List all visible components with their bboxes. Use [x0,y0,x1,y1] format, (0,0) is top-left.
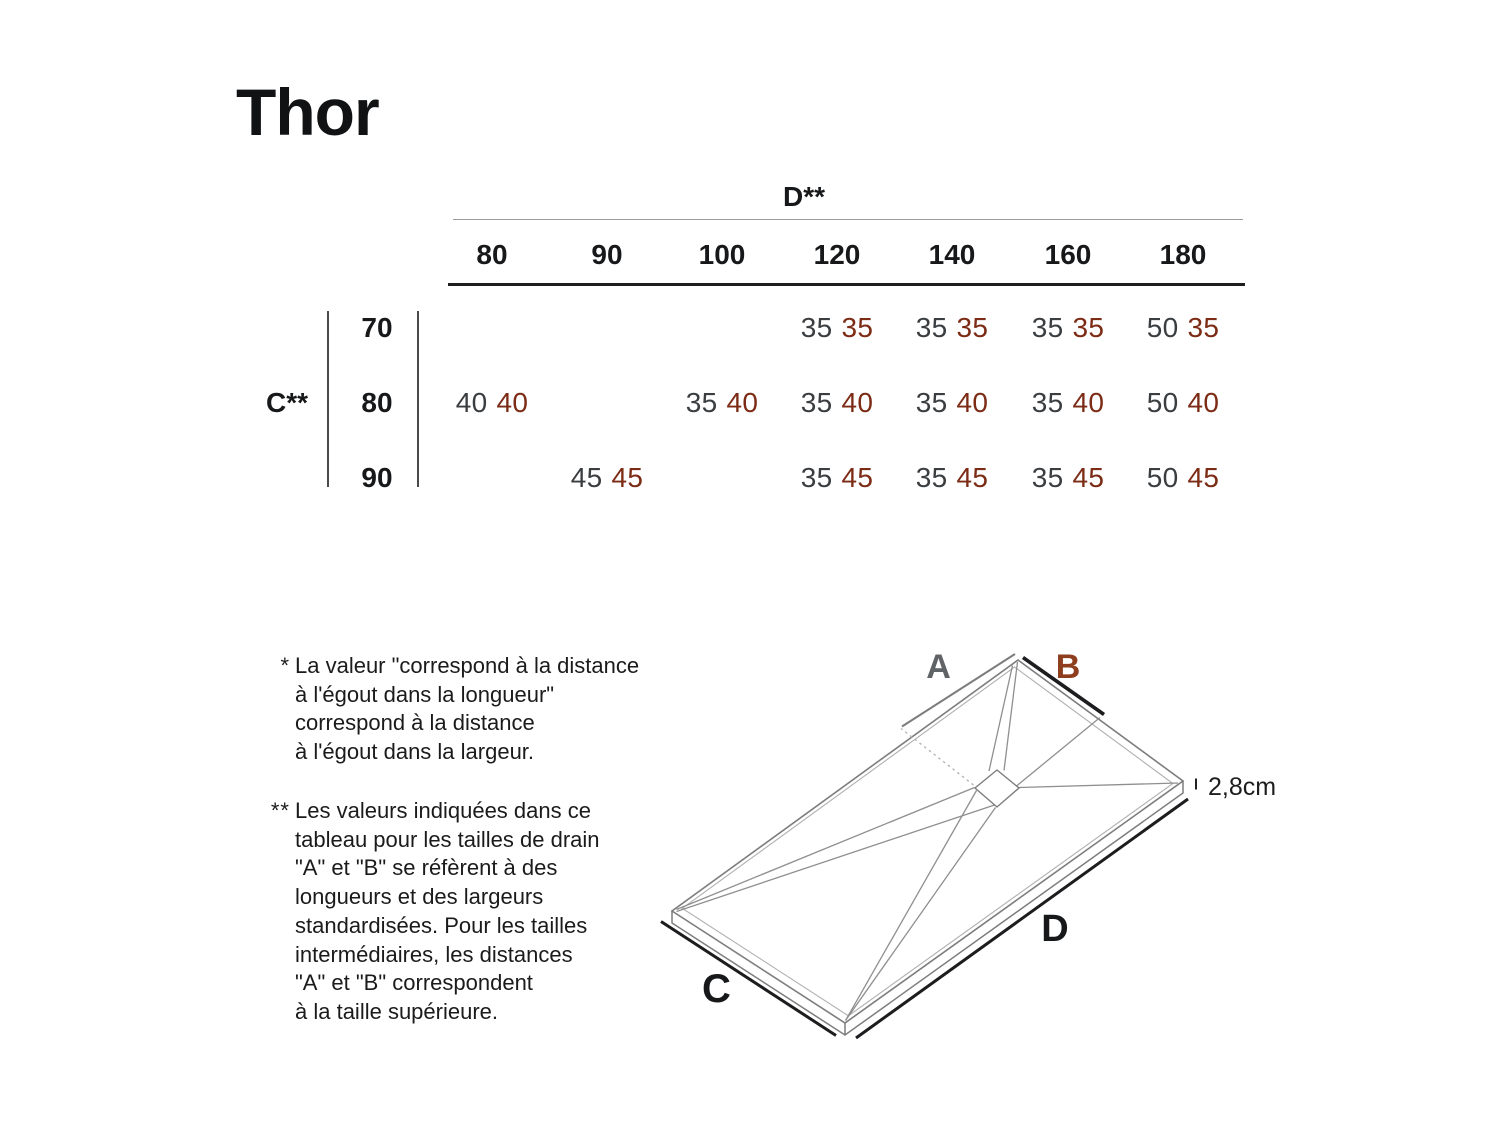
value-primary: 50 [1146,462,1179,493]
tray-thickness-edge [671,781,1184,1036]
footnote-marker: ** [270,798,290,823]
value-primary: 35 [1031,462,1064,493]
slope-lines [676,661,1179,1021]
table-inner-rule [417,311,419,487]
dimension-line-d [855,797,1189,1040]
footnote-line: correspond à la distance [295,710,535,736]
value-primary: 35 [915,462,948,493]
value-accent: 45 [841,462,874,493]
value-primary: 35 [1031,387,1064,418]
footnote-line: longueurs et des largeurs [295,884,544,910]
footnote-line: à l'égout dans la longueur" [295,681,555,707]
value-primary: 40 [455,387,488,418]
table-cell: 35 45 [892,460,1012,496]
value-accent: 45 [956,462,989,493]
footnote-line: "A" et "B" correspondent [295,970,533,996]
footnote-line: à la taille supérieure. [295,998,499,1024]
value-accent: 40 [1072,387,1105,418]
row-label: 70 [361,312,393,343]
value-primary: 35 [800,387,833,418]
column-header: 160 [1044,239,1092,270]
shower-tray-diagram: A B C D 2,8cm [660,648,1276,1040]
dimension-line-a [901,653,1016,728]
table-cell: 35 35 [777,310,897,346]
value-primary: 35 [1031,312,1064,343]
column-header: 90 [591,239,623,270]
value-accent: 35 [956,312,989,343]
diagram-label-b: B [1056,648,1081,686]
table-cell: 45 45 [547,460,667,496]
dimension-line-b [1021,656,1106,716]
thickness-value: 2,8cm [1208,773,1276,801]
table-top-rule [453,219,1243,220]
column-header: 80 [476,239,508,270]
table-cell: 35 40 [777,385,897,421]
table-cell: 50 35 [1123,310,1243,346]
row-label: 80 [361,387,393,418]
footnote-line: standardisées. Pour les tailles [295,912,588,938]
value-accent: 40 [496,387,529,418]
table-cell: 50 40 [1123,385,1243,421]
table-header-rule [448,283,1245,286]
value-primary: 50 [1146,387,1179,418]
value-accent: 40 [1187,387,1220,418]
diagram-label-d: D [1041,908,1068,950]
table-left-rule [327,311,329,487]
tray-surface [670,659,1185,1024]
footnote: ** Les valeurs indiquées dans ce tableau p… [258,797,678,1027]
value-primary: 35 [915,312,948,343]
value-primary: 50 [1146,312,1179,343]
value-accent: 40 [956,387,989,418]
table-cell: 35 35 [1008,310,1128,346]
value-accent: 40 [841,387,874,418]
value-accent: 35 [1187,312,1220,343]
table-cell: 35 40 [892,385,1012,421]
value-accent: 45 [611,462,644,493]
table-cell: 35 40 [1008,385,1128,421]
col-axis-label: D** [782,181,825,212]
dimension-line-c [660,920,837,1037]
product-title: Thor [236,75,380,149]
footnote-marker: * [280,653,290,678]
value-accent: 40 [726,387,759,418]
table-cell: 50 45 [1123,460,1243,496]
value-primary: 35 [685,387,718,418]
value-primary: 35 [915,387,948,418]
column-header: 140 [928,239,976,270]
table-cell: 35 40 [662,385,782,421]
value-accent: 35 [1072,312,1105,343]
footnote-line: Les valeurs indiquées dans ce [295,798,591,823]
table-cell: 40 40 [432,385,552,421]
value-primary: 35 [800,312,833,343]
value-accent: 45 [1072,462,1105,493]
table-cell: 35 45 [1008,460,1128,496]
footnote-line: intermédiaires, les distances [295,941,573,967]
footnote-line: La valeur "correspond à la distance [295,653,640,678]
footnote: * La valeur "correspond à la distance à l'… [258,652,678,767]
value-accent: 35 [841,312,874,343]
footnote-line: à l'égout dans la largeur. [295,739,535,765]
table-cell: 35 45 [777,460,897,496]
column-header: 120 [813,239,861,270]
value-primary: 45 [570,462,603,493]
drain-square [973,769,1021,808]
row-axis-label: C** [265,387,308,418]
value-primary: 35 [800,462,833,493]
value-accent: 45 [1187,462,1220,493]
table-cell: 35 35 [892,310,1012,346]
footnote-line: tableau pour les tailles de drain [295,826,600,852]
column-header: 180 [1159,239,1207,270]
diagram-label-c: C [702,967,731,1011]
row-label: 90 [361,462,393,493]
footnote-line: "A" et "B" se réfèrent à des [295,855,558,881]
diagram-label-a: A [926,648,951,686]
column-header: 100 [698,239,746,270]
